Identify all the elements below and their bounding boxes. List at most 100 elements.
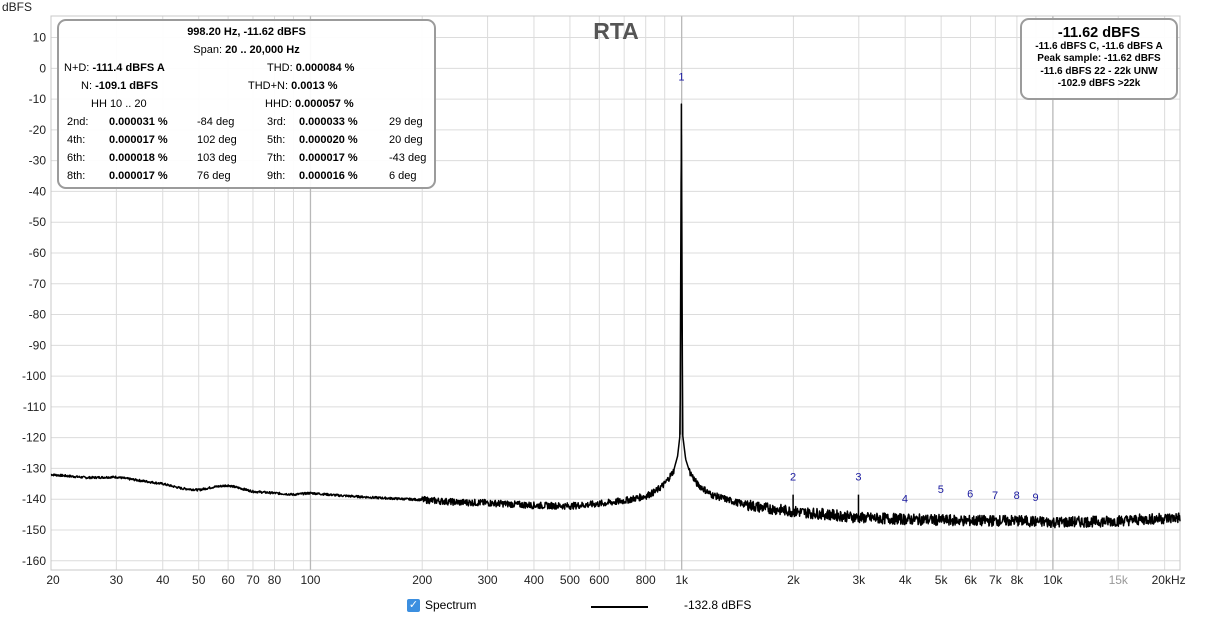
thd-value: 0.000084 % — [295, 62, 355, 74]
hhd-label: HHD: — [265, 98, 292, 110]
nd-value: -111.4 dBFS A — [92, 62, 165, 74]
spectrum-checkbox-label[interactable]: Spectrum — [425, 598, 477, 612]
harmonic-l2: 9th: — [267, 170, 286, 182]
harmonic-v1: 0.000031 % — [109, 116, 168, 128]
x-tick-label: 300 — [478, 573, 498, 587]
level-line-4: -102.9 dBFS >22k — [1057, 77, 1141, 89]
x-tick-label: 20 — [46, 573, 60, 587]
y-axis-label: dBFS — [2, 0, 32, 14]
x-tick-label: 6k — [964, 573, 978, 587]
level-line-2: Peak sample: -11.62 dBFS — [1037, 53, 1161, 65]
harmonic-v2: 0.000020 % — [299, 134, 358, 146]
legend-line-swatch — [591, 606, 648, 608]
harmonic-marker-6: 6 — [967, 489, 973, 501]
harmonic-marker-3: 3 — [855, 472, 861, 484]
level-value: -11.62 dBFS — [1057, 25, 1141, 41]
hhd-row: HHD: 0.000057 % — [265, 98, 354, 110]
stats-header: 998.20 Hz, -11.62 dBFS — [187, 26, 306, 38]
y-tick-label: -30 — [29, 154, 47, 168]
y-tick-label: -70 — [29, 277, 47, 291]
harmonic-l1: 4th: — [67, 134, 86, 146]
x-tick-label: 40 — [156, 573, 170, 587]
n-value: -109.1 dBFS — [95, 80, 159, 92]
harmonic-d2: -43 deg — [389, 152, 427, 164]
y-tick-label: -20 — [29, 123, 47, 137]
level-line-1: -11.6 dBFS C, -11.6 dBFS A — [1035, 41, 1163, 52]
n-row: N: -109.1 dBFS — [81, 80, 158, 92]
harmonic-marker-2: 2 — [790, 472, 796, 484]
harmonic-d1: 103 deg — [197, 152, 237, 164]
x-axis-ticks: 20 30 40 50 60 70 80 100 200 300 400 500 600 800 1k 2k 3… — [46, 573, 1185, 587]
legend-value: -132.8 dBFS — [684, 598, 752, 612]
plot-frame — [50, 15, 1181, 571]
x-tick-label: 800 — [636, 573, 656, 587]
x-tick-label: 500 — [560, 573, 580, 587]
y-tick-label: 0 — [39, 61, 46, 75]
x-tick-label: 50 — [192, 573, 206, 587]
y-tick-label: -130 — [22, 461, 46, 475]
x-tick-label: 1k — [675, 573, 689, 587]
harmonic-marker-7: 7 — [992, 490, 998, 502]
y-tick-label: -60 — [29, 246, 47, 260]
y-tick-label: -10 — [29, 92, 47, 106]
harmonic-l1: 6th: — [67, 152, 86, 164]
y-axis-ticks: 10 0 -10 -20 -30 -40 -50 -60 -70 -80 -90 -100 -110 -1… — [22, 31, 46, 568]
x-tick-label: 200 — [412, 573, 432, 587]
y-tick-label: -80 — [29, 308, 47, 322]
x-tick-label: 80 — [268, 573, 282, 587]
y-tick-label: -100 — [22, 369, 46, 383]
harmonic-d2: 29 deg — [389, 116, 423, 128]
x-tick-label: 2k — [787, 573, 801, 587]
harmonic-v2: 0.000033 % — [299, 116, 358, 128]
thdn-row: THD+N: 0.0013 % — [248, 80, 338, 92]
level-meter-panel: -11.62 dBFS -11.6 dBFS C, -11.6 dBFS A P… — [1020, 18, 1178, 100]
harmonic-v2: 0.000017 % — [299, 152, 358, 164]
harmonic-marker-4: 4 — [902, 493, 908, 505]
span-value: 20 .. 20,000 Hz — [225, 44, 300, 56]
thd-label: THD: — [267, 62, 293, 74]
chart-grid — [50, 16, 1180, 570]
thdn-label: THD+N: — [248, 80, 289, 92]
harmonic-marker-9: 9 — [1033, 492, 1039, 504]
harmonic-marker-5: 5 — [938, 484, 944, 496]
nd-label: N+D: — [64, 62, 90, 74]
x-tick-label: 100 — [300, 573, 320, 587]
y-tick-label: -90 — [29, 338, 47, 352]
thdn-value: 0.0013 % — [291, 80, 338, 92]
harmonic-markers: 1 2 3 4 5 6 7 8 9 — [678, 72, 1038, 506]
harmonic-l1: 2nd: — [67, 116, 89, 128]
stats-span: Span: 20 .. 20,000 Hz — [59, 44, 434, 56]
y-tick-label: -160 — [22, 554, 46, 568]
harmonic-marker-8: 8 — [1014, 490, 1020, 502]
span-label: Span: — [193, 44, 223, 56]
nd-row: N+D: -111.4 dBFS A — [64, 62, 165, 74]
x-tick-label: 3k — [852, 573, 866, 587]
x-tick-label: 600 — [589, 573, 609, 587]
x-tick-label: 5k — [935, 573, 949, 587]
n-label: N: — [81, 80, 92, 92]
harmonic-l2: 7th: — [267, 152, 286, 164]
x-tick-label: 7k — [989, 573, 1003, 587]
spectrum-line — [50, 103, 1181, 529]
hh-range: HH 10 .. 20 — [91, 98, 147, 110]
y-tick-label: -50 — [29, 215, 47, 229]
hhd-value: 0.000057 % — [294, 98, 354, 110]
x-tick-label: 70 — [246, 573, 260, 587]
x-tick-label: 4k — [899, 573, 913, 587]
harmonic-v1: 0.000017 % — [109, 134, 168, 146]
y-tick-label: -150 — [22, 523, 46, 537]
x-tick-label: 20kHz — [1152, 573, 1186, 587]
harmonic-d2: 20 deg — [389, 134, 423, 146]
harmonic-v1: 0.000018 % — [109, 152, 168, 164]
level-line-3: -11.6 dBFS 22 - 22k UNW — [1040, 65, 1158, 77]
chart-title: RTA — [593, 18, 639, 44]
x-tick-label: 30 — [110, 573, 124, 587]
harmonic-d2: 6 deg — [389, 170, 417, 182]
spectrum-checkbox[interactable]: ✓ — [407, 599, 420, 612]
harmonic-l2: 3rd: — [267, 116, 286, 128]
harmonic-l1: 8th: — [67, 170, 86, 182]
x-tick-label: 60 — [221, 573, 235, 587]
harmonic-l2: 5th: — [267, 134, 286, 146]
harmonic-d1: 76 deg — [197, 170, 231, 182]
